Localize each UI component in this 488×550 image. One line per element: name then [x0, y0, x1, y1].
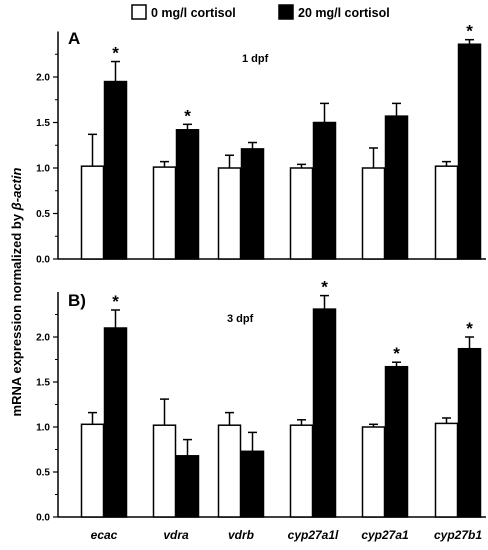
panel-a-bar-vdra-0mg: [152, 166, 177, 260]
panel-b-bar-cyp27a1-0mg: [361, 426, 386, 518]
x-axis-category-labels: ecac vdra vdrb cyp27a1l cyp27a1 cyp27b1: [91, 528, 483, 542]
category-label-ecac: ecac: [91, 528, 118, 542]
panel-a-bar-cyp27b1-20mg: [457, 43, 482, 260]
panel-b-bar-cyp27b1-20mg: [457, 347, 482, 518]
panel-b-bar-cyp27a1l-0mg: [289, 424, 314, 518]
panel-a-y-tick-label: 1.0: [36, 164, 50, 175]
panel-b-letter: B): [68, 291, 86, 310]
panel-a-bar-cyp27b1-0mg: [434, 165, 459, 260]
legend-label-0mg: 0 mg/l cortisol: [151, 6, 236, 20]
panel-a-significance-star: *: [112, 44, 119, 63]
panel-b-y-tick-label: 2.0: [36, 333, 50, 344]
panel-a-bar-cyp27a1-0mg: [361, 167, 386, 260]
category-label-cyp27a1: cyp27a1: [361, 528, 409, 542]
panel-a-bar-cyp27a1l-0mg: [289, 167, 314, 260]
panel-b-subtitle: 3 dpf: [227, 313, 254, 325]
panel-a-letter: A: [68, 29, 80, 48]
panel-a-significance-star: *: [184, 106, 191, 125]
legend-swatch-0mg: [131, 4, 147, 20]
panel-a-y-tick-label: 1.5: [36, 118, 50, 129]
panel-a-y-tick-label: 0.5: [36, 209, 50, 220]
panel-b-bar-vdrb-0mg: [217, 424, 242, 518]
panel-b-y-tick-label: 0.0: [36, 513, 50, 524]
panel-a-y-tick-label: 2.0: [36, 73, 50, 84]
category-label-cyp27a1l: cyp27a1l: [288, 528, 339, 542]
panel-b-bar-vdrb-20mg: [240, 450, 265, 518]
panel-b-3dpf: B) 3 dpf 0.0 0.5 1.0 1.5 2.0 * * * *: [36, 278, 486, 524]
panel-a-significance-star: *: [466, 22, 473, 41]
panel-a-bar-vdrb-0mg: [217, 167, 242, 260]
panel-b-significance-star: *: [321, 278, 328, 297]
panel-b-bar-vdra-0mg: [152, 424, 177, 518]
panel-a-1dpf: A 1 dpf 0.0 0.5 1.0 1.5 2.0 * * *: [36, 22, 486, 266]
panel-b-y-tick-label: 1.5: [36, 378, 50, 389]
panel-a-bar-ecac-0mg: [80, 165, 105, 260]
panel-b-bar-ecac-20mg: [103, 327, 128, 518]
panel-b-bar-vdra-20mg: [175, 455, 200, 518]
panel-b-significance-star: *: [393, 344, 400, 363]
category-label-cyp27b1: cyp27b1: [434, 528, 482, 542]
panel-a-bar-cyp27a1l-20mg: [312, 121, 337, 260]
legend-swatch-20mg: [278, 4, 294, 20]
legend: 0 mg/l cortisol 20 mg/l cortisol: [131, 4, 390, 20]
panel-b-significance-star: *: [466, 319, 473, 338]
category-label-vdrb: vdrb: [228, 528, 254, 542]
panel-b-bar-cyp27a1l-20mg: [312, 308, 337, 518]
panel-a-subtitle: 1 dpf: [242, 53, 269, 65]
y-axis-label-prefix: mRNA expression normalized by: [9, 210, 24, 416]
y-axis-label-gene: β-actin: [9, 168, 24, 212]
panel-a-bar-vdrb-20mg: [240, 148, 265, 260]
panel-b-significance-star: *: [112, 292, 119, 311]
panel-a-bar-vdra-20mg: [175, 129, 200, 260]
legend-label-20mg: 20 mg/l cortisol: [298, 6, 390, 20]
panel-a-bar-ecac-20mg: [103, 80, 128, 260]
panel-a-bar-cyp27a1-20mg: [384, 115, 409, 260]
panel-b-bar-cyp27b1-0mg: [434, 422, 459, 518]
y-axis-label: mRNA expression normalized by β-actin: [9, 168, 24, 417]
panel-b-bar-ecac-0mg: [80, 423, 105, 518]
panel-a-y-tick-label: 0.0: [36, 255, 50, 266]
panel-b-y-tick-label: 0.5: [36, 468, 50, 479]
category-label-vdra: vdra: [163, 528, 189, 542]
panel-b-bar-cyp27a1-20mg: [384, 365, 409, 518]
panel-b-y-tick-label: 1.0: [36, 423, 50, 434]
